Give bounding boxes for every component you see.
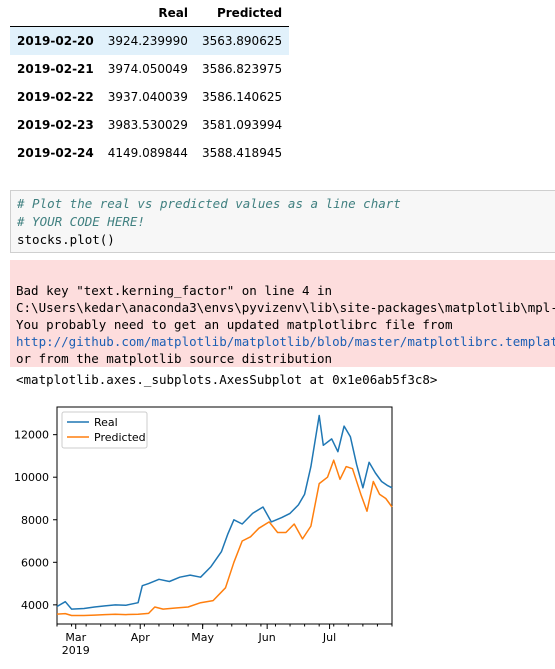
row-date: 2019-02-22 <box>17 90 94 104</box>
cell-predicted: 3563.890625 <box>201 34 283 48</box>
stderr-line: Bad key "text.kerning_factor" on line 4 … <box>16 283 333 298</box>
cell-predicted: 3586.823975 <box>201 62 283 76</box>
y-tick-label: 6000 <box>21 556 49 569</box>
series-line-predicted <box>56 459 393 617</box>
index-header <box>10 0 101 27</box>
y-tick-label: 10000 <box>14 471 49 484</box>
table-row: 2019-02-24 4149.089844 3588.418945 <box>10 139 290 167</box>
legend-label: Predicted <box>94 431 146 444</box>
cell-predicted: 3588.418945 <box>201 146 283 160</box>
cell-real: 3924.239990 <box>107 34 188 48</box>
row-date: 2019-02-24 <box>17 146 94 160</box>
cell-real: 3983.530029 <box>107 118 188 132</box>
legend-box <box>61 411 148 449</box>
table-header-row: Real Predicted <box>10 0 290 27</box>
x-tick-label: Jun <box>258 631 276 644</box>
stderr-output: Bad key "text.kerning_factor" on line 4 … <box>10 260 555 367</box>
y-tick-label: 8000 <box>21 514 49 527</box>
cell-predicted: 3586.140625 <box>201 90 283 104</box>
table-row: 2019-02-21 3974.050049 3586.823975 <box>10 55 289 83</box>
matplotlibrc-link[interactable]: http://github.com/matplotlib/matplotlib/… <box>16 334 555 349</box>
output-repr: <matplotlib.axes._subplots.AxesSubplot a… <box>16 372 438 387</box>
x-tick-label: Jul <box>322 631 336 644</box>
x-tick-label: Mar <box>65 631 86 644</box>
stderr-line: C:\Users\kedar\anaconda3\envs\pyvizenv\l… <box>16 300 555 315</box>
series-line-real <box>56 414 393 610</box>
table-row: 2019-02-22 3937.040039 3586.140625 <box>10 83 290 111</box>
x-tick-label: May <box>191 631 214 644</box>
code-comment: # Plot the real vs predicted values as a… <box>17 196 401 211</box>
cell-real: 3974.050049 <box>107 62 188 76</box>
stderr-line: or from the matplotlib source distributi… <box>16 351 333 366</box>
stderr-line: You probably need to get an updated matp… <box>16 317 453 332</box>
cell-predicted: 3581.093994 <box>201 118 283 132</box>
row-date: 2019-02-20 <box>17 34 94 48</box>
y-tick-label: 4000 <box>21 599 49 612</box>
table-row: 2019-02-23 3983.530029 3581.093994 <box>10 111 289 139</box>
column-header-real: Real <box>100 0 195 27</box>
dataframe-table: Real Predicted 2019-02-20 3924.239990 35… <box>10 0 290 167</box>
line-chart: 4000 6000 8000 10000 12000 Mar Apr May Jun Jul 20… <box>14 406 393 657</box>
code-comment: # YOUR CODE HERE! <box>17 214 145 229</box>
code-line: stocks.plot() <box>17 232 115 247</box>
row-date: 2019-02-21 <box>17 62 94 76</box>
legend-label: Real <box>94 416 118 429</box>
table-row: 2019-02-20 3924.239990 3563.890625 <box>10 26 290 55</box>
cell-real: 4149.089844 <box>107 146 188 160</box>
cell-real: 3937.040039 <box>107 90 188 104</box>
y-tick-label: 12000 <box>14 429 49 442</box>
x-year-label: 2019 <box>62 644 90 657</box>
code-cell-editor[interactable]: # Plot the real vs predicted values as a… <box>10 190 555 253</box>
row-date: 2019-02-23 <box>17 118 94 132</box>
x-tick-label: Apr <box>131 631 151 644</box>
column-header-predicted: Predicted <box>194 0 290 27</box>
